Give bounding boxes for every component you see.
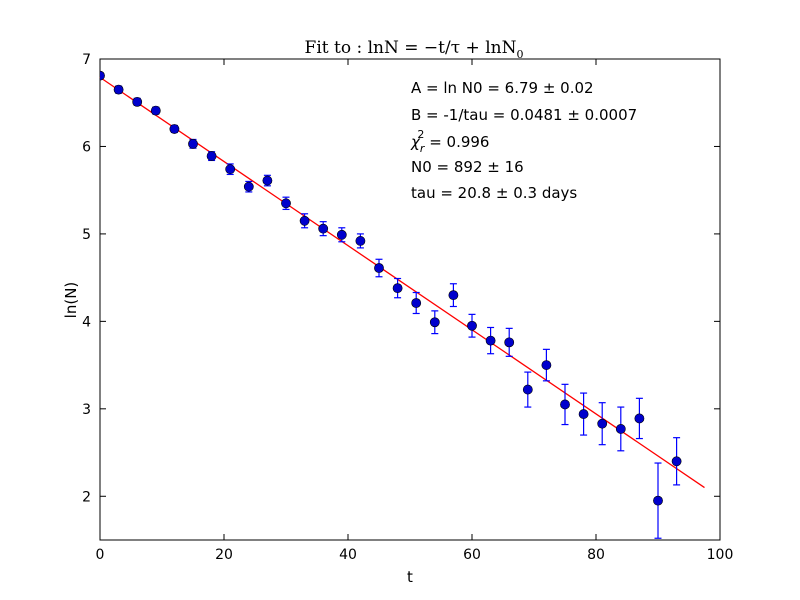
x-tick-label: 80 <box>587 547 605 563</box>
data-point <box>467 320 477 331</box>
data-point <box>318 223 329 234</box>
data-point <box>262 175 273 186</box>
data-point <box>448 290 459 301</box>
data-point <box>336 229 347 240</box>
data-point <box>522 384 533 395</box>
data-point <box>206 151 217 161</box>
x-tick-label: 20 <box>215 547 233 563</box>
point-layer <box>100 70 682 506</box>
data-point <box>100 70 105 81</box>
data-point <box>504 337 515 348</box>
x-tick-label: 0 <box>96 547 105 563</box>
y-tick-label: 5 <box>82 227 91 243</box>
y-tick-label: 2 <box>82 489 91 505</box>
data-point <box>560 399 570 410</box>
data-point <box>188 138 198 149</box>
plot-area <box>99 58 721 541</box>
y-tick-label: 6 <box>82 139 91 155</box>
fit-annotations: A = ln N0 = 6.79 ± 0.02 B = -1/tau = 0.0… <box>410 79 637 202</box>
axis-ticks: 0 20 40 60 80 100 2 3 4 5 6 7 <box>82 52 733 563</box>
data-point <box>281 198 291 209</box>
x-axis-label: t <box>407 568 413 586</box>
x-tick-label: 40 <box>339 547 357 563</box>
annotation-tau: tau = 20.8 ± 0.3 days <box>411 184 577 202</box>
x-tick-label: 100 <box>707 547 734 563</box>
data-point <box>485 335 496 346</box>
chart-title: Fit to : lnN = −t/τ + lnN0 <box>305 38 524 61</box>
y-tick-label: 3 <box>82 402 91 418</box>
data-point <box>132 96 143 107</box>
data-point <box>597 418 608 429</box>
data-point <box>411 298 422 308</box>
x-tick-label: 60 <box>463 547 481 563</box>
y-axis-label: ln(N) <box>62 282 80 319</box>
annotation-chi2: χr2 = 0.996 <box>410 128 489 155</box>
data-point <box>243 181 254 192</box>
data-point <box>169 124 180 134</box>
data-point <box>225 164 236 175</box>
data-point <box>113 84 124 95</box>
y-tick-label: 4 <box>82 314 91 330</box>
data-point <box>541 360 552 370</box>
annotation-b: B = -1/tau = 0.0481 ± 0.0007 <box>411 106 637 124</box>
data-point <box>374 263 384 273</box>
data-point <box>299 215 310 226</box>
data-point <box>578 409 589 419</box>
y-tick-label: 7 <box>82 52 91 68</box>
data-point <box>429 317 440 328</box>
data-point <box>615 424 626 434</box>
annotation-a: A = ln N0 = 6.79 ± 0.02 <box>411 79 594 97</box>
data-point <box>653 495 663 506</box>
data-point <box>671 456 682 467</box>
data-point <box>634 413 645 424</box>
data-point <box>392 283 403 294</box>
data-point <box>150 105 161 116</box>
data-point <box>355 236 366 246</box>
annotation-n0: N0 = 892 ± 16 <box>411 158 524 176</box>
